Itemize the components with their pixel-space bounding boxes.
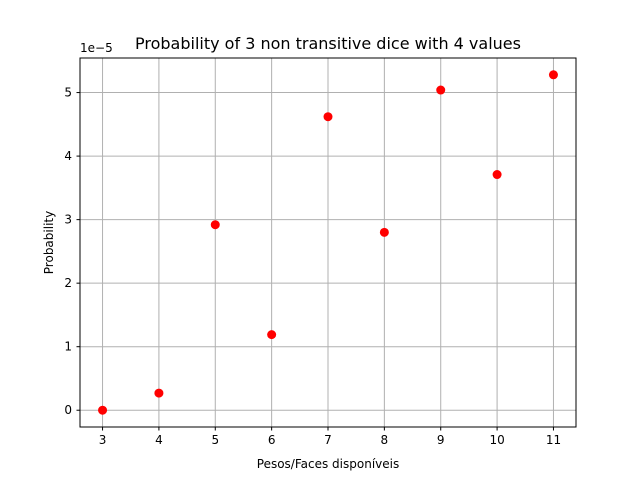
data-points (98, 70, 558, 415)
y-axis-label: Probability (42, 211, 56, 274)
y-tick-label: 1 (64, 340, 72, 354)
y-tick-label: 0 (64, 403, 72, 417)
data-point (548, 70, 558, 80)
x-tick-label: 10 (489, 433, 504, 447)
x-tick-label: 7 (324, 433, 332, 447)
data-point (210, 220, 220, 230)
data-point (154, 388, 164, 398)
x-axis-label: Pesos/Faces disponíveis (257, 457, 399, 471)
x-tick-label: 3 (99, 433, 107, 447)
x-tick-label: 5 (211, 433, 219, 447)
data-point (267, 330, 277, 340)
data-point (492, 170, 502, 180)
data-point (436, 85, 446, 95)
y-tick-label: 2 (64, 276, 72, 290)
x-tick-label: 8 (381, 433, 389, 447)
chart-title: Probability of 3 non transitive dice wit… (135, 34, 521, 53)
y-offset-label: 1e−5 (80, 41, 113, 55)
x-tick-label: 11 (546, 433, 561, 447)
y-tick-label: 4 (64, 149, 72, 163)
grid-lines (80, 58, 576, 427)
data-point (323, 112, 333, 122)
y-tick-label: 5 (64, 86, 72, 100)
data-point (379, 227, 389, 237)
axis-ticks: 3 4 5 6 7 8 9 10 11 0 1 2 3 4 5 (64, 86, 561, 447)
y-tick-label: 3 (64, 213, 72, 227)
x-tick-label: 4 (155, 433, 163, 447)
plot-frame (79, 57, 577, 428)
x-tick-label: 6 (268, 433, 276, 447)
data-point (98, 405, 108, 415)
x-tick-label: 9 (437, 433, 445, 447)
